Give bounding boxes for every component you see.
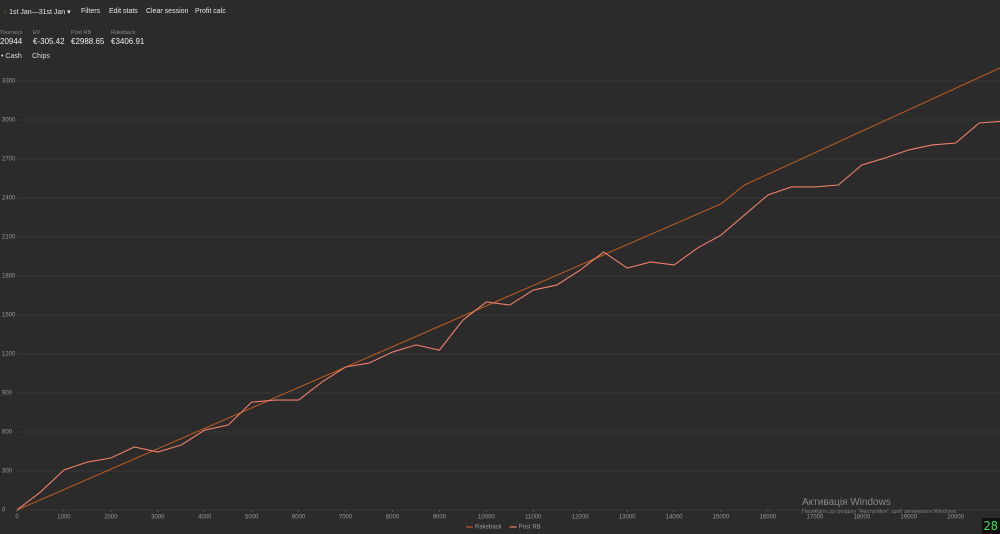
- stat-label: Post RB: [71, 30, 92, 36]
- watermark-text: Перейдіть до розділу "Настройки", щоб ак…: [802, 509, 958, 515]
- x-tick-label: 6000: [292, 515, 306, 521]
- x-tick-label: 19000: [900, 515, 917, 521]
- y-tick-label: 2400: [2, 196, 16, 202]
- x-tick-label: 18000: [853, 515, 870, 521]
- y-tick-label: 600: [2, 430, 13, 436]
- x-tick-label: 7000: [339, 515, 353, 521]
- y-tick-label: 0: [2, 508, 6, 514]
- x-tick-label: 16000: [760, 515, 777, 521]
- date-range-text: 1st Jan—31st Jan: [9, 9, 66, 16]
- menu-item[interactable]: Filters: [81, 8, 101, 15]
- menu-item[interactable]: Profit calc: [195, 8, 226, 15]
- stat-label: EV: [33, 30, 41, 36]
- x-tick-label: 4000: [198, 515, 212, 521]
- y-tick-label: 3000: [2, 118, 16, 124]
- x-tick-label: 8000: [386, 515, 400, 521]
- x-tick-label: 13000: [619, 515, 636, 521]
- y-tick-label: 900: [2, 391, 13, 397]
- stat-value: 20944: [0, 37, 23, 46]
- x-tick-label: 2000: [104, 515, 118, 521]
- x-tick-label: 12000: [572, 515, 589, 521]
- x-tick-label: 0: [15, 515, 19, 521]
- tab[interactable]: • Cash: [1, 53, 22, 60]
- tab[interactable]: Chips: [32, 53, 50, 60]
- y-tick-label: 1800: [2, 274, 16, 280]
- stat-value: €-305.42: [33, 37, 65, 46]
- date-range[interactable]: ◌ 1st Jan—31st Jan ▾: [3, 9, 71, 16]
- x-tick-label: 17000: [807, 515, 824, 521]
- x-tick-label: 5000: [245, 515, 259, 521]
- y-tick-label: 2100: [2, 235, 16, 241]
- x-tick-label: 10000: [478, 515, 495, 521]
- menu-item[interactable]: Clear session: [146, 8, 189, 15]
- tab-text: Cash: [5, 53, 22, 60]
- series-line: [16, 67, 1000, 511]
- stat-value: €3406.91: [111, 37, 145, 46]
- watermark-title: Активація Windows: [802, 497, 891, 508]
- stat-label: Tourneys: [0, 30, 23, 36]
- x-tick-label: 11000: [525, 515, 542, 521]
- y-tick-label: 300: [2, 469, 13, 475]
- y-tick-label: 1500: [2, 313, 16, 319]
- x-tick-label: 15000: [713, 515, 730, 521]
- y-tick-label: 3300: [2, 79, 16, 85]
- stat-label: Rakeback: [111, 30, 136, 36]
- y-tick-label: 1200: [2, 352, 16, 358]
- legend-label: Rakeback: [475, 525, 503, 531]
- x-tick-label: 9000: [433, 515, 447, 521]
- fps-badge: 28: [981, 518, 1000, 534]
- series-line: [16, 120, 1000, 511]
- x-tick-label: 1000: [57, 515, 71, 521]
- x-tick-label: 20000: [947, 515, 964, 521]
- y-tick-label: 2700: [2, 157, 16, 163]
- legend-label: Post RB: [519, 525, 541, 531]
- stat-value: €2988.65: [71, 37, 105, 46]
- menu-item[interactable]: Edit stats: [109, 8, 138, 15]
- x-tick-label: 3000: [151, 515, 165, 521]
- x-tick-label: 14000: [666, 515, 683, 521]
